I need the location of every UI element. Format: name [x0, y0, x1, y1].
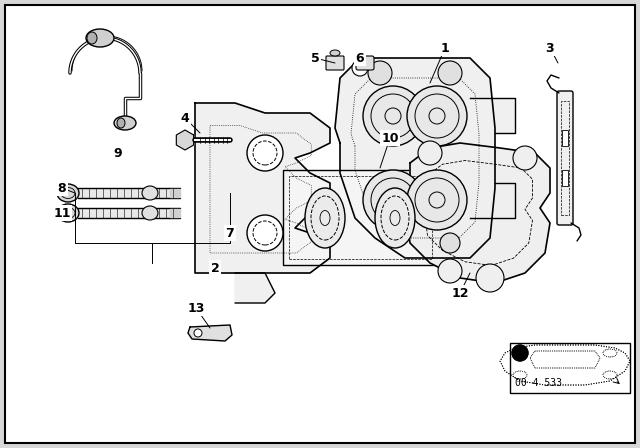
- Circle shape: [512, 345, 528, 361]
- FancyBboxPatch shape: [283, 170, 438, 265]
- Polygon shape: [195, 103, 330, 273]
- FancyBboxPatch shape: [356, 56, 374, 70]
- Text: 7: 7: [226, 227, 234, 240]
- Circle shape: [368, 61, 392, 85]
- FancyBboxPatch shape: [510, 343, 630, 393]
- Polygon shape: [235, 273, 275, 303]
- Ellipse shape: [305, 188, 345, 248]
- Ellipse shape: [87, 32, 97, 44]
- Circle shape: [513, 146, 537, 170]
- Circle shape: [247, 135, 283, 171]
- FancyBboxPatch shape: [326, 56, 344, 70]
- Circle shape: [407, 170, 467, 230]
- Polygon shape: [335, 58, 495, 258]
- Text: 3: 3: [546, 42, 554, 55]
- Circle shape: [440, 233, 460, 253]
- Polygon shape: [470, 98, 515, 133]
- Polygon shape: [177, 130, 194, 150]
- FancyBboxPatch shape: [562, 170, 568, 186]
- Circle shape: [363, 170, 423, 230]
- Ellipse shape: [57, 204, 79, 222]
- Circle shape: [352, 60, 368, 76]
- Polygon shape: [188, 325, 232, 341]
- Text: 00 4 533: 00 4 533: [515, 378, 562, 388]
- Text: 9: 9: [114, 146, 122, 159]
- Text: 2: 2: [211, 262, 220, 275]
- Circle shape: [512, 345, 528, 361]
- Text: 1: 1: [440, 42, 449, 55]
- Circle shape: [407, 86, 467, 146]
- Text: 6: 6: [356, 52, 364, 65]
- Polygon shape: [470, 183, 515, 218]
- Circle shape: [476, 264, 504, 292]
- Text: 5: 5: [310, 52, 319, 65]
- Ellipse shape: [117, 118, 125, 128]
- Text: 13: 13: [188, 302, 205, 314]
- FancyBboxPatch shape: [5, 5, 635, 443]
- Circle shape: [247, 215, 283, 251]
- Ellipse shape: [114, 116, 136, 130]
- Ellipse shape: [86, 29, 114, 47]
- Ellipse shape: [330, 50, 340, 56]
- Ellipse shape: [375, 188, 415, 248]
- Text: 4: 4: [180, 112, 189, 125]
- Polygon shape: [405, 143, 550, 283]
- Circle shape: [438, 61, 462, 85]
- Circle shape: [194, 329, 202, 337]
- Ellipse shape: [57, 184, 79, 202]
- Text: 12: 12: [451, 287, 468, 300]
- Text: 10: 10: [381, 132, 399, 145]
- Ellipse shape: [142, 206, 158, 220]
- FancyBboxPatch shape: [562, 130, 568, 146]
- Circle shape: [363, 86, 423, 146]
- Circle shape: [418, 141, 442, 165]
- Circle shape: [438, 259, 462, 283]
- Ellipse shape: [142, 186, 158, 200]
- FancyBboxPatch shape: [557, 91, 573, 225]
- Text: 8: 8: [58, 181, 67, 194]
- Text: 11: 11: [53, 207, 71, 220]
